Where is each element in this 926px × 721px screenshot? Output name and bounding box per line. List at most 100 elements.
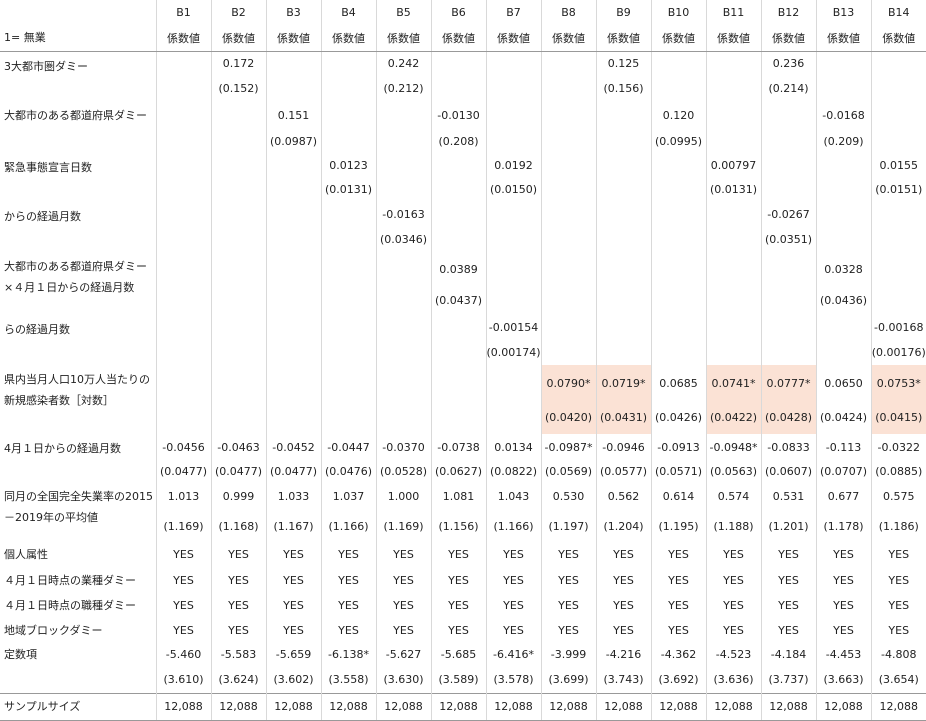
se-cell: (0.0346) [376, 226, 432, 252]
coef-cell [211, 153, 267, 177]
se-cell: (0.00174) [486, 339, 542, 365]
coef-cell [761, 315, 817, 339]
se-cell [816, 76, 872, 101]
coef-cell: 1.037 [321, 482, 377, 511]
control-value: YES [816, 618, 872, 642]
coef-cell: 0.0719* [596, 365, 652, 401]
coef-cell [486, 252, 542, 286]
coef-cell [816, 153, 872, 177]
se-cell: (0.0528) [376, 460, 432, 482]
coef-cell [596, 101, 652, 129]
variable-row-se: (0.0131) (0.0150) (0.0131) (0.0151) [0, 177, 926, 202]
variable-row-coef: 県内当月人口10万人当たりの 新規感染者数［対数］ 0.0790* 0.0719* 0… [0, 365, 926, 434]
variable-label: 4月１日からの経過月数 [0, 434, 157, 482]
coef-cell [816, 51, 872, 76]
control-value: YES [486, 592, 542, 618]
coef-cell [541, 153, 597, 177]
coef-cell [211, 365, 267, 401]
se-cell [816, 226, 872, 252]
control-value: YES [761, 618, 817, 642]
coef-cell [651, 315, 707, 339]
se-cell [706, 226, 762, 252]
control-value: YES [211, 541, 267, 568]
control-value: YES [596, 568, 652, 592]
coef-cell: -0.0913 [651, 434, 707, 460]
coef-cell [431, 202, 487, 226]
control-value: YES [321, 618, 377, 642]
coef-cell [651, 51, 707, 76]
coef-cell [156, 153, 212, 177]
constant-se-cell: (3.737) [761, 667, 817, 693]
se-cell [156, 339, 212, 365]
control-value: YES [596, 541, 652, 568]
coef-cell [871, 252, 926, 286]
variable-row-se: (1.169) (1.168) (1.167) (1.166) (1.169) (1.15… [0, 511, 926, 541]
constant-coef-cell: -5.659 [266, 642, 322, 667]
se-cell: (1.195) [651, 511, 707, 541]
se-cell [816, 339, 872, 365]
se-cell [211, 129, 267, 153]
coef-cell: 0.0777* [761, 365, 817, 401]
coef-cell [266, 51, 322, 76]
se-cell: (0.0428) [761, 401, 817, 434]
constant-se-cell: (3.578) [486, 667, 542, 693]
coef-cell [651, 202, 707, 226]
coef-cell [431, 51, 487, 76]
coef-cell: -0.113 [816, 434, 872, 460]
variable-row-se: (0.0477) (0.0477) (0.0477) (0.0476) (0.0528)… [0, 460, 926, 482]
coef-cell [486, 365, 542, 401]
variable-label: 緊急事態宣言日数 [0, 153, 157, 202]
column-header-b5: B5 [376, 0, 432, 25]
coef-cell: 0.0155 [879, 158, 919, 172]
sample-size-value: 12,088 [706, 692, 762, 721]
se-cell [376, 177, 432, 202]
column-header-b6: B6 [431, 0, 487, 25]
se-cell [156, 76, 212, 101]
se-cell [156, 129, 212, 153]
coef-cell [706, 202, 762, 226]
coef-cell [266, 202, 322, 226]
constant-coef-cell: -5.627 [376, 642, 432, 667]
control-value: YES [888, 598, 910, 612]
control-value: YES [816, 592, 872, 618]
coef-cell [156, 202, 212, 226]
header-row-coef: 1= 無業 係数値 係数値 係数値 係数値 係数値 係数値 係数値 係数値 係数値 係数値 係数値 係数… [0, 25, 926, 52]
sample-size-value: 12,088 [486, 692, 542, 721]
variable-label: 大都市のある都道府県ダミー [0, 101, 157, 153]
control-value: YES [706, 568, 762, 592]
control-value: YES [541, 618, 597, 642]
control-label: ４月１日時点の業種ダミー [0, 568, 157, 592]
column-header-b7: B7 [486, 0, 542, 25]
se-cell [816, 177, 872, 202]
se-cell [431, 226, 487, 252]
se-cell [266, 401, 322, 434]
se-cell: (0.0422) [706, 401, 762, 434]
coef-cell: 0.151 [266, 101, 322, 129]
header-note: 1= 無業 [0, 25, 157, 52]
coef-cell [486, 51, 542, 76]
control-value: YES [266, 568, 322, 592]
coef-cell [211, 315, 267, 339]
se-cell: (1.166) [321, 511, 377, 541]
se-cell: (0.00176) [871, 345, 926, 359]
control-value: YES [816, 568, 872, 592]
se-cell [596, 177, 652, 202]
coef-cell: 0.0192 [486, 153, 542, 177]
sample-size-value: 12,088 [321, 692, 377, 721]
se-cell [211, 226, 267, 252]
se-cell [321, 76, 377, 101]
coef-cell: 0.0389 [431, 252, 487, 286]
constant-se-cell: (3.602) [266, 667, 322, 693]
column-header-b11: B11 [706, 0, 762, 25]
se-cell: (1.201) [761, 511, 817, 541]
coef-cell [541, 252, 597, 286]
se-cell [871, 76, 926, 101]
se-cell: (0.0987) [266, 129, 322, 153]
se-cell [596, 286, 652, 315]
variable-row-coef: 3大都市圏ダミー 0.172 0.242 0.125 0.236 [0, 51, 926, 101]
control-value: YES [651, 618, 707, 642]
se-cell [541, 129, 597, 153]
coef-label-b12: 係数値 [761, 25, 817, 52]
se-cell [596, 129, 652, 153]
coef-cell [596, 315, 652, 339]
